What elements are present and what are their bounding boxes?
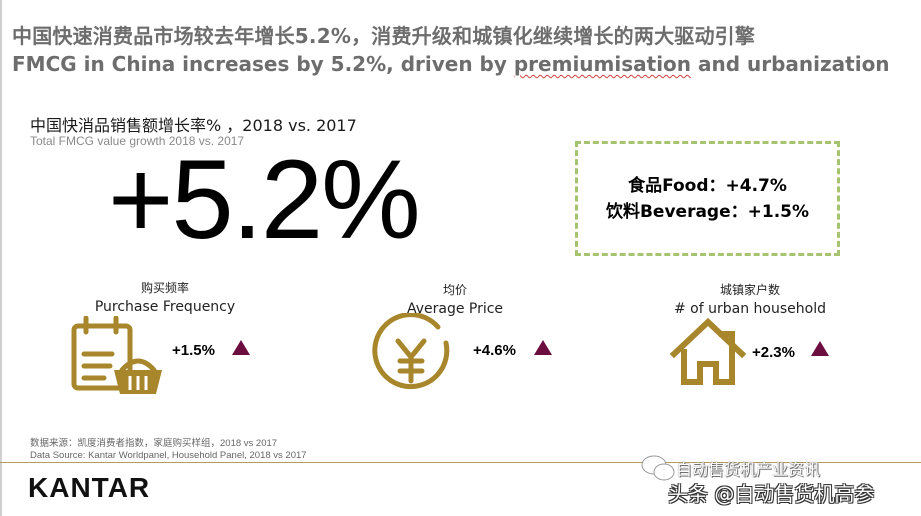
footer-divider [0,462,921,463]
category-growth-box: 食品Food：+4.7% 饮料Beverage：+1.5% [575,141,840,256]
purchase-frequency-label-en: Purchase Frequency [94,299,236,315]
slide-title: 中国快速消费品市场较去年增长5.2%，消费升级和城镇化继续增长的两大驱动引擎 F… [12,22,917,78]
title-chinese: 中国快速消费品市场较去年增长5.2%，消费升级和城镇化继续增长的两大驱动引擎 [12,24,756,48]
yuan-coin-icon [372,313,450,390]
calendar-basket-icon [71,316,162,394]
average-price-value: +4.6% [473,342,516,359]
kantar-logo: KANTAR [28,472,151,503]
data-source-en: Data Source: Kantar Worldpanel, Househol… [30,450,307,461]
purchase-frequency-value: +1.5% [172,342,215,359]
urban-household-label: 城镇家户数 # of urban household [660,281,840,319]
house-icon [670,318,747,385]
data-source-cn: 数据来源：凯度消费者指数，家庭购买样组，2018 vs 2017 [30,438,278,449]
watermark-line1: 自动售货机产业资讯 [676,460,821,479]
slide-left-edge [0,0,2,516]
title-english: FMCG in China increases by 5.2%, driven … [12,50,917,78]
average-price-label-cn: 均价 [442,283,467,297]
beverage-growth: 饮料Beverage：+1.5% [605,201,810,222]
urban-household-label-en: # of urban household [674,301,826,317]
wechat-icon [641,455,675,481]
purchase-frequency-label: 购买频率 Purchase Frequency [80,279,250,317]
purchase-frequency-label-cn: 购买频率 [140,281,189,295]
average-price-label: 均价 Average Price [370,281,540,319]
headline-label-english: Total FMCG value growth 2018 vs. 2017 [30,134,245,148]
data-source: 数据来源：凯度消费者指数，家庭购买样组，2018 vs 2017 Data So… [30,438,307,462]
urban-household-label-cn: 城镇家户数 [719,283,780,297]
title-english-part1: FMCG in China increases by 5.2%, driven … [12,52,514,76]
title-english-underlined: premiumisation [513,52,692,76]
title-english-part2: and urbanization [691,52,890,76]
trend-up-icon [811,341,829,356]
trend-up-icon [232,340,250,355]
average-price-label-en: Average Price [406,301,504,317]
trend-up-icon [534,340,552,355]
headline-label-chinese: 中国快消品销售额增长率% ，2018 vs. 2017 [30,116,357,135]
food-growth: 食品Food：+4.7% [628,175,787,196]
watermark-line2: 头条 @自动售货机高参 [668,482,875,506]
headline-growth-value: +5.2% [108,137,421,262]
urban-household-value: +2.3% [752,344,795,361]
